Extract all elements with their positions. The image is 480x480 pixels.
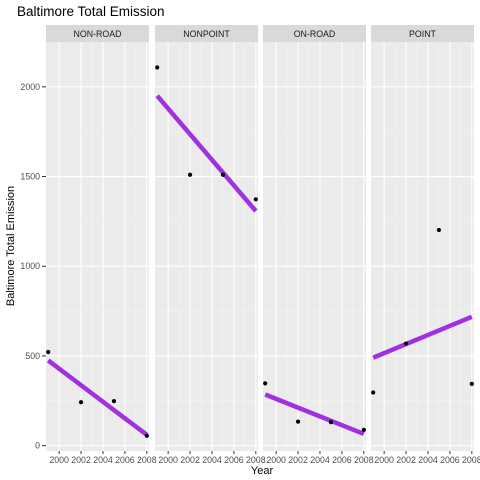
y-tick-label: 2000 (20, 82, 40, 92)
facet-strip (263, 25, 366, 42)
x-tick-label: 2008 (462, 455, 480, 465)
data-point (220, 172, 226, 177)
y-axis: 0 500 1000 1500 2000 (20, 82, 46, 451)
x-tick-label: 2008 (246, 455, 266, 465)
y-tick-label: 500 (25, 351, 40, 361)
facet-strip-label: NON-ROAD (74, 29, 122, 39)
facet-strip-label: POINT (409, 29, 437, 39)
x-tick-label: 2006 (332, 455, 352, 465)
data-point (187, 172, 193, 177)
x-tick-label: 2000 (266, 455, 286, 465)
y-axis-title: Baltimore Total Emission (5, 186, 17, 306)
trend-line (155, 94, 258, 213)
x-tick-label: 2002 (288, 455, 308, 465)
x-tick-label: 2006 (224, 455, 244, 465)
data-point (155, 65, 160, 70)
y-tick-label: 1000 (20, 261, 40, 271)
facet-panel-on-road: ON-ROAD 2000 2002 2004 2006 2008 (263, 25, 374, 465)
trend-line (46, 358, 149, 437)
facet-panel-point: POINT 2000 2002 2004 2006 2008 (371, 25, 480, 465)
facet-panel-non-road: NON-ROAD 2000 2002 2004 2006 2008 (46, 25, 157, 465)
data-point (253, 197, 258, 202)
data-point (46, 349, 51, 355)
x-tick-label: 2004 (93, 455, 113, 465)
x-tick-label: 2002 (180, 455, 200, 465)
x-tick-label: 2000 (49, 455, 69, 465)
panel-background (46, 42, 149, 451)
x-tick-label: 2000 (158, 455, 178, 465)
facet-strip (371, 25, 474, 42)
x-tick-label: 2002 (71, 455, 91, 465)
data-point (111, 399, 117, 404)
x-tick-label: 2006 (115, 455, 135, 465)
chart-title: Baltimore Total Emission (17, 4, 165, 19)
data-point (436, 227, 442, 233)
panel-background (263, 42, 366, 451)
facet-strip-label: ON-ROAD (294, 29, 336, 39)
x-tick-label: 2006 (440, 455, 460, 465)
data-point (144, 433, 149, 438)
y-tick-label: 1500 (20, 172, 40, 182)
x-tick-label: 2002 (396, 455, 416, 465)
x-tick-label: 2008 (137, 455, 157, 465)
facet-panel-nonpoint: NONPOINT 2000 2002 2004 2006 2008 (155, 25, 266, 465)
x-axis-title: Year (251, 465, 274, 477)
data-point (328, 420, 334, 425)
data-point (295, 419, 301, 424)
data-point (403, 341, 409, 346)
panel-background (155, 42, 258, 451)
x-tick-label: 2004 (418, 455, 438, 465)
x-tick-label: 2004 (310, 455, 330, 465)
y-tick-label: 0 (35, 441, 40, 451)
data-point (78, 400, 84, 405)
data-point (361, 427, 366, 432)
trend-line (372, 314, 473, 360)
panel-background (371, 42, 474, 451)
data-point (263, 381, 268, 386)
x-tick-label: 2008 (354, 455, 374, 465)
trend-line (264, 392, 365, 437)
facet-strip (155, 25, 258, 42)
data-point (371, 390, 376, 395)
facet-strip-label: NONPOINT (183, 29, 230, 39)
x-tick-label: 2004 (202, 455, 222, 465)
data-point (469, 381, 474, 387)
facet-strip (46, 25, 149, 42)
x-tick-label: 2000 (374, 455, 394, 465)
